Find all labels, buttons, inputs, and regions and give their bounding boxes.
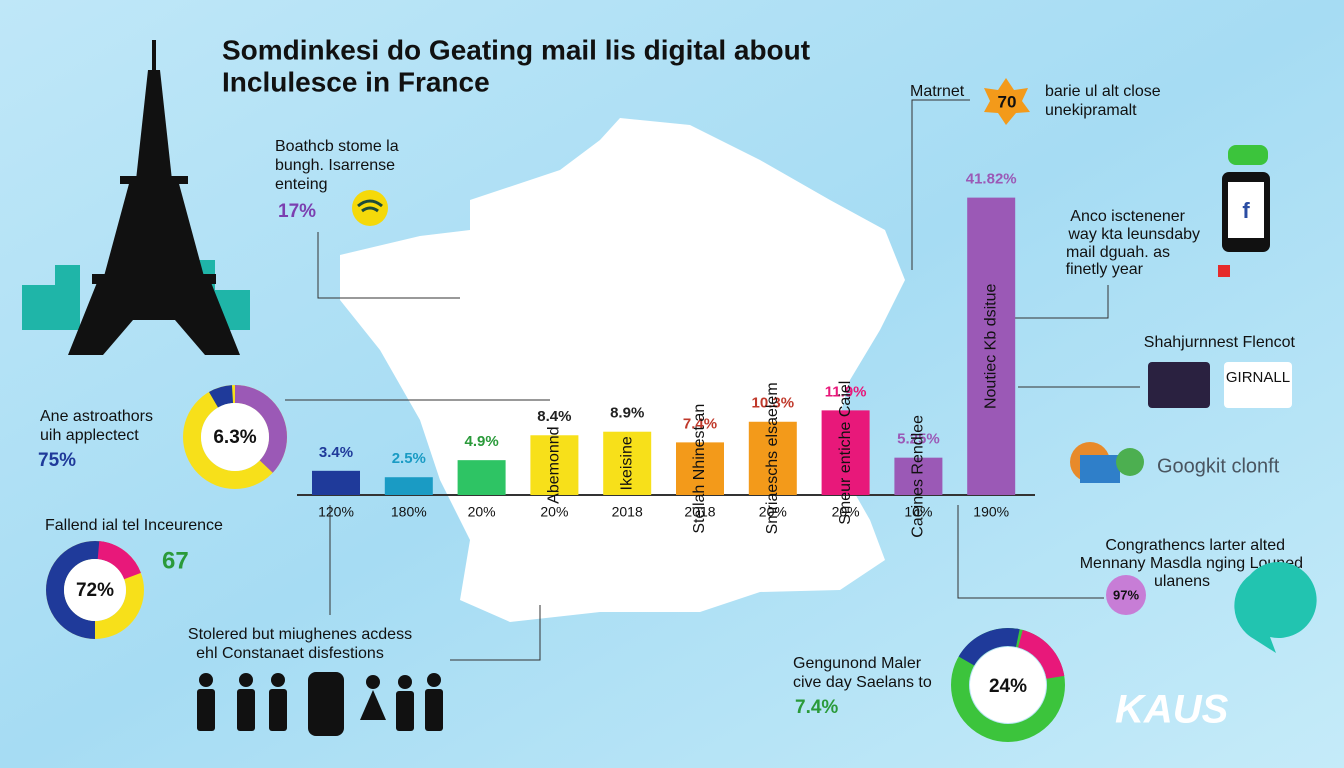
badge <box>1106 575 1146 615</box>
note: Anco isctenener <box>1070 208 1185 225</box>
bar-label: Smeur entiche Caiel <box>837 381 854 525</box>
donut <box>183 385 287 489</box>
note: Boathcb stome la <box>275 138 399 155</box>
x-tick-label: 20% <box>832 504 860 520</box>
connector <box>957 505 1104 599</box>
donut <box>46 541 144 639</box>
value-label: 8.4% <box>537 408 571 425</box>
wifi-icon <box>357 199 383 213</box>
donut-center <box>970 647 1046 723</box>
bar <box>603 431 652 495</box>
donut-center <box>64 559 126 621</box>
logo: KAUS <box>1115 688 1229 732</box>
note: Gengunond Maler <box>793 655 922 672</box>
note: finetly year <box>1066 261 1144 278</box>
donut-label: 24% <box>989 676 1027 697</box>
badge-text: 70 <box>998 92 1017 111</box>
note: Googkit clonft <box>1157 455 1280 477</box>
note: barie ul alt close <box>1045 83 1161 100</box>
bar-label: Abemonnd <box>546 426 563 503</box>
people-icons <box>197 672 443 736</box>
note: mail dguah. as <box>1066 244 1170 261</box>
bar-label: Caeines Rendlee <box>910 415 927 538</box>
note: Fallend ial tel Inceurence <box>45 517 223 534</box>
bar-label: Smriaeschs elsaelem <box>764 382 781 534</box>
phone-icon <box>1218 265 1230 277</box>
donut-label: 6.3% <box>213 427 256 448</box>
value-label: 3.4% <box>319 444 353 461</box>
bar <box>384 477 433 495</box>
note: uih applectect <box>40 427 139 444</box>
x-tick-label: 190% <box>973 504 1009 520</box>
x-tick-label: 2018 <box>684 504 715 520</box>
x-tick-label: 2018 <box>612 504 643 520</box>
connector <box>317 232 460 299</box>
note: way kta leunsdaby <box>1067 226 1200 243</box>
note: Congrathencs larter alted <box>1105 537 1285 554</box>
bar <box>457 460 506 495</box>
bar <box>676 442 724 495</box>
note: enteing <box>275 176 328 193</box>
value-label: 8.9% <box>610 405 644 422</box>
x-tick-label: 20% <box>540 504 568 520</box>
phone-icon: f <box>1242 198 1250 223</box>
x-tick-label: 20% <box>468 504 496 520</box>
x-tick-label: 180% <box>391 504 427 520</box>
badge <box>984 78 1030 125</box>
bar <box>967 197 1016 495</box>
brand-logo <box>1224 362 1292 408</box>
value-label: 41.82% <box>966 171 1017 188</box>
connector <box>1012 285 1109 319</box>
value-label: 2.5% <box>392 450 426 467</box>
note-value: 67 <box>162 547 189 574</box>
bar <box>530 435 579 495</box>
note: ehl Constanaet disfestions <box>196 645 384 662</box>
note: bungh. Isarrense <box>275 157 395 174</box>
value-label: 10.3% <box>752 395 795 412</box>
bar-chart: 3.4%120%2.5%180%4.9%20%8.4%20%Abemonnd8.… <box>297 171 1035 538</box>
note: Stolered but miughenes acdess <box>188 626 412 643</box>
bar <box>894 457 943 495</box>
phone-icon <box>1228 145 1268 165</box>
note-value: 97% <box>1113 587 1139 602</box>
note: ulanens <box>1154 573 1210 590</box>
x-tick-label: 20% <box>759 504 787 520</box>
connector <box>911 99 970 270</box>
note-value: 17% <box>278 201 316 222</box>
chat-icon <box>1234 561 1317 653</box>
x-tick-label: 10% <box>904 504 932 520</box>
note: cive day Saelans to <box>793 674 932 691</box>
note-value: 75% <box>38 450 76 471</box>
title: Inclulesce in France <box>222 66 490 97</box>
x-tick-label: 120% <box>318 504 354 520</box>
bar <box>821 410 870 495</box>
phone-icon <box>1228 182 1264 238</box>
value-label: 4.9% <box>464 433 498 450</box>
eiffel-tower <box>68 40 240 355</box>
bar-label: Steilah Nhinest an <box>691 404 708 534</box>
title: Somdinkesi do Geating mail lis digital a… <box>222 34 810 65</box>
note: unekipramalt <box>1045 102 1137 119</box>
note: Shahjurnnest Flencot <box>1144 334 1296 351</box>
value-label: 7.4% <box>683 415 717 432</box>
connector <box>450 605 541 661</box>
note: Ane astroathors <box>40 408 153 425</box>
donut <box>951 628 1065 743</box>
bar-label: Ikeisine <box>618 436 635 490</box>
donut-label: 72% <box>76 580 114 601</box>
brand-logo-text: GIRNALL <box>1226 369 1290 386</box>
bar <box>312 470 360 495</box>
note-value: 7.4% <box>795 697 838 718</box>
illustration <box>1070 442 1144 483</box>
bar-label: Noutiec Kb dsitue <box>982 284 999 410</box>
bar <box>748 421 797 495</box>
value-label: 5.25% <box>897 431 940 448</box>
note: Mennany Masdla nging Louned <box>1080 555 1303 572</box>
donut-center <box>201 403 269 471</box>
note: Matrnet <box>910 83 965 100</box>
brand-logo <box>1148 362 1210 408</box>
value-label: 11.9% <box>825 383 867 400</box>
